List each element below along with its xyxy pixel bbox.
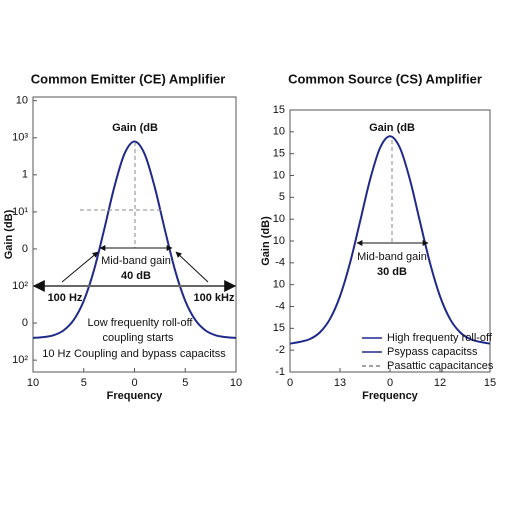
y-tick-label: 10¹ <box>12 206 28 218</box>
curve <box>289 135 491 345</box>
x-tick-label: 15 <box>484 377 496 389</box>
legend-label: Psypass capacitss <box>387 346 478 358</box>
x-tick-label: 0 <box>287 377 293 389</box>
x-tick-label: 5 <box>182 377 188 389</box>
y-tick-label: 10² <box>12 354 28 366</box>
x-axis-label: Frequency <box>107 390 164 402</box>
y-tick-label: 10 <box>273 213 285 225</box>
chart-title: Common Emitter (CE) Amplifier <box>31 71 226 86</box>
y-tick-label: 10 <box>273 235 285 247</box>
curve <box>32 140 237 339</box>
y-tick-label: -4 <box>275 300 285 312</box>
y-tick-label: -1 <box>275 366 285 378</box>
legend-label: Pasattic capacitances <box>387 360 494 372</box>
legend-label: High frequenty roll-off <box>387 332 493 344</box>
x-axis-label: Frequency <box>362 390 419 402</box>
y-tick-label: -4 <box>275 257 285 269</box>
y-tick-label: 5 <box>279 191 285 203</box>
x-tick-label: 0 <box>387 377 393 389</box>
y-tick-label: 10 <box>273 169 285 181</box>
annotation: Gain (dB <box>369 122 415 134</box>
annotation: 100 kHz <box>194 292 235 304</box>
annotation: coupling starts <box>103 332 174 344</box>
y-tick-label: 15 <box>273 104 285 116</box>
pointer <box>175 251 209 283</box>
annotation: Low frequenlty roll-off <box>88 317 194 329</box>
y-axis-label: Gain (dB) <box>260 216 272 266</box>
annotation: 100 Hz <box>48 292 83 304</box>
x-tick-label: 5 <box>81 377 87 389</box>
chart-title: Common Source (CS) Amplifier <box>288 71 482 86</box>
y-axis-label: Gain (dB) <box>3 209 15 259</box>
y-tick-label: 1 <box>22 169 28 181</box>
y-tick-label: 0 <box>22 317 28 329</box>
annotation: 10 Hz Coupling and bypass capacitss <box>42 348 226 360</box>
annotation: 30 dB <box>377 266 407 278</box>
y-tick-label: -2 <box>275 344 285 356</box>
annotation: 40 dB <box>121 270 151 282</box>
y-tick-label: 0 <box>22 243 28 255</box>
y-tick-label: 15 <box>273 322 285 334</box>
pointer <box>61 251 99 283</box>
y-tick-label: 10 <box>273 279 285 291</box>
y-tick-label: 10 <box>16 95 28 107</box>
x-tick-label: 0 <box>131 377 137 389</box>
y-tick-label: 15 <box>273 148 285 160</box>
y-tick-label: 10³ <box>12 132 28 144</box>
x-tick-label: 10 <box>27 377 39 389</box>
annotation: Gain (dB <box>112 122 158 134</box>
annotation: Mid-band gain <box>357 251 427 263</box>
x-tick-label: 13 <box>334 377 346 389</box>
annotation: Mid-band gain <box>101 255 171 267</box>
x-tick-label: 10 <box>230 377 242 389</box>
y-tick-label: 10 <box>273 126 285 138</box>
x-tick-label: 12 <box>434 377 446 389</box>
y-tick-label: 10² <box>12 280 28 292</box>
